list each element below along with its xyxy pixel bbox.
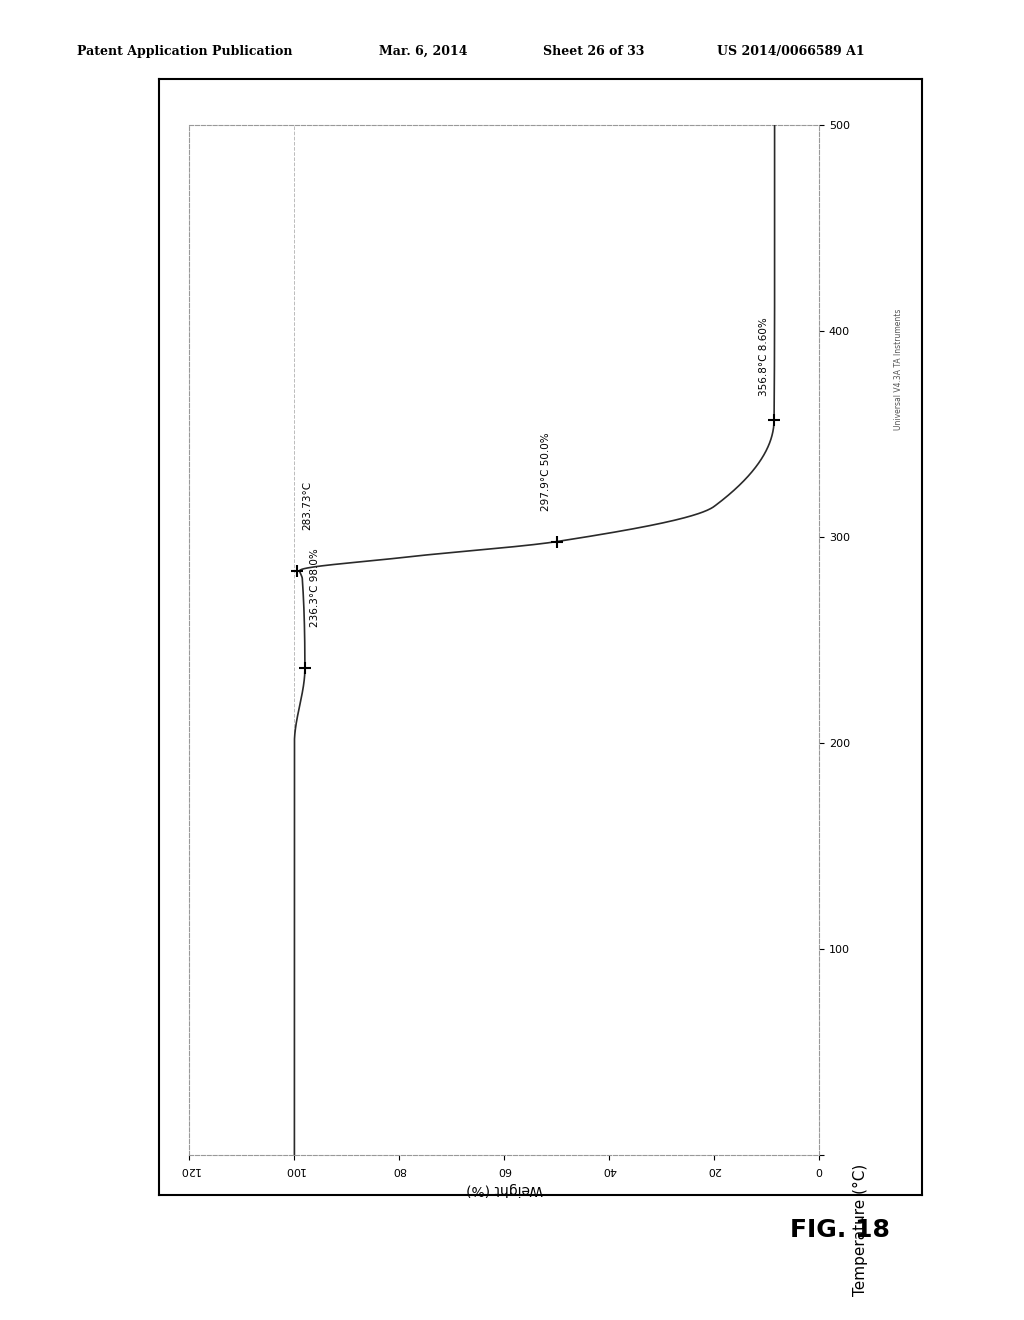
Text: US 2014/0066589 A1: US 2014/0066589 A1 xyxy=(717,45,864,58)
Text: Patent Application Publication: Patent Application Publication xyxy=(77,45,292,58)
Text: FIG. 18: FIG. 18 xyxy=(790,1218,890,1242)
X-axis label: Weight (%): Weight (%) xyxy=(466,1181,543,1196)
Text: 283.73°C: 283.73°C xyxy=(302,480,312,529)
Text: Universal V4.3A TA Instruments: Universal V4.3A TA Instruments xyxy=(894,309,902,430)
Text: Sheet 26 of 33: Sheet 26 of 33 xyxy=(543,45,644,58)
Text: 236.3°C 98.0%: 236.3°C 98.0% xyxy=(310,549,321,627)
Text: 356.8°C 8.60%: 356.8°C 8.60% xyxy=(759,317,769,396)
Text: Mar. 6, 2014: Mar. 6, 2014 xyxy=(379,45,467,58)
Text: 297.9°C 50.0%: 297.9°C 50.0% xyxy=(542,432,551,511)
Text: Temperature (°C): Temperature (°C) xyxy=(853,1164,867,1296)
